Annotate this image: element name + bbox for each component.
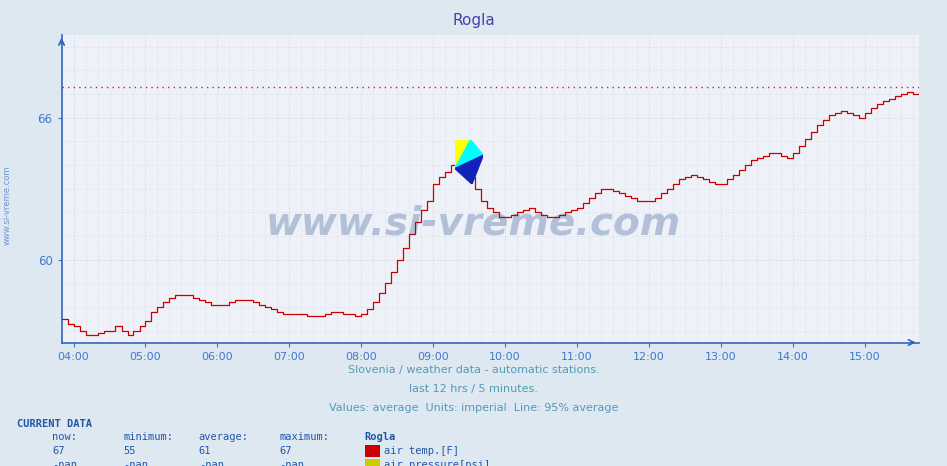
Text: Rogla: Rogla: [365, 432, 396, 442]
Text: air temp.[F]: air temp.[F]: [384, 446, 458, 456]
Polygon shape: [455, 155, 483, 184]
Polygon shape: [455, 140, 483, 169]
Text: 61: 61: [199, 446, 211, 456]
Text: 55: 55: [123, 446, 135, 456]
Text: -nan: -nan: [279, 460, 304, 466]
Text: air pressure[psi]: air pressure[psi]: [384, 460, 490, 466]
Text: www.si-vreme.com: www.si-vreme.com: [3, 165, 12, 245]
Text: www.si-vreme.com: www.si-vreme.com: [266, 205, 681, 243]
Text: maximum:: maximum:: [279, 432, 330, 442]
Text: 67: 67: [279, 446, 292, 456]
Text: now:: now:: [52, 432, 77, 442]
Text: Slovenia / weather data - automatic stations.: Slovenia / weather data - automatic stat…: [348, 365, 599, 376]
Text: 67: 67: [52, 446, 64, 456]
Text: CURRENT DATA: CURRENT DATA: [17, 419, 92, 429]
Text: average:: average:: [199, 432, 249, 442]
Text: last 12 hrs / 5 minutes.: last 12 hrs / 5 minutes.: [409, 384, 538, 394]
Polygon shape: [455, 140, 471, 169]
Text: Rogla: Rogla: [452, 14, 495, 28]
Text: -nan: -nan: [52, 460, 77, 466]
Text: -nan: -nan: [199, 460, 223, 466]
Text: -nan: -nan: [123, 460, 148, 466]
Text: Values: average  Units: imperial  Line: 95% average: Values: average Units: imperial Line: 95…: [329, 403, 618, 413]
Text: minimum:: minimum:: [123, 432, 173, 442]
